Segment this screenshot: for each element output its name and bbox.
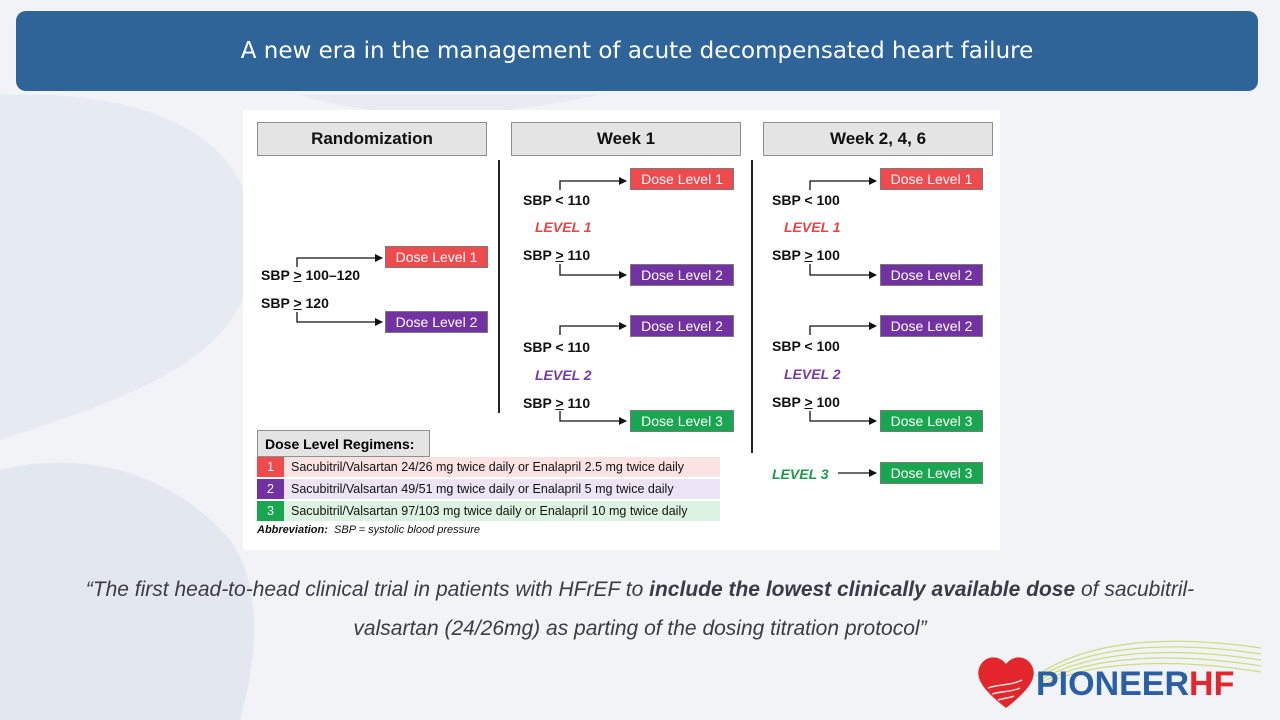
w1-l1-dose-level-2: Dose Level 2 (630, 264, 734, 286)
w2-l2-sbp-high: SBP > 100 (772, 394, 840, 410)
divider-week1 (498, 160, 500, 413)
w2-l1-dose-level-2: Dose Level 2 (880, 264, 983, 286)
logo-wordmark: PIONEERHF (1036, 665, 1235, 703)
rand-sbp-high: SBP > 120 (261, 295, 329, 311)
w1-l2-dose-level-3: Dose Level 3 (630, 410, 734, 432)
w1-level2-label: LEVEL 2 (535, 367, 592, 383)
regimens-title: Dose Level Regimens: (257, 430, 430, 457)
abbreviation-note: Abbreviation: SBP = systolic blood press… (257, 524, 481, 536)
regimen-row-2: 2 Sacubitril/Valsartan 49/51 mg twice da… (257, 479, 720, 499)
header-week246: Week 2, 4, 6 (763, 122, 993, 156)
rand-dose-level-1: Dose Level 1 (385, 246, 488, 268)
header-week1: Week 1 (511, 122, 741, 156)
regimen-text-2: Sacubitril/Valsartan 49/51 mg twice dail… (291, 482, 674, 496)
slide-title: A new era in the management of acute dec… (16, 11, 1258, 91)
quote-text: “The first head-to-head clinical trial i… (85, 578, 1195, 640)
w1-l1-dose-level-1: Dose Level 1 (630, 168, 734, 190)
divider-week246 (751, 160, 753, 453)
w2-l1-sbp-low: SBP < 100 (772, 192, 840, 208)
heart-icon (978, 657, 1034, 708)
w2-level3-label: LEVEL 3 (772, 466, 829, 482)
pioneer-hf-logo: PIONEERHF (976, 636, 1266, 716)
w1-l2-dose-level-2: Dose Level 2 (630, 315, 734, 337)
w2-level1-label: LEVEL 1 (784, 219, 841, 235)
logo-graphic (978, 640, 1262, 708)
regimen-row-1: 1 Sacubitril/Valsartan 24/26 mg twice da… (257, 457, 720, 477)
regimen-num-2: 2 (257, 479, 284, 499)
w2-level2-label: LEVEL 2 (784, 366, 841, 382)
regimen-row-3: 3 Sacubitril/Valsartan 97/103 mg twice d… (257, 501, 720, 521)
rand-sbp-range: SBP > 100–120 (261, 267, 361, 283)
regimen-num-1: 1 (257, 457, 284, 477)
w1-l1-sbp-high: SBP > 110 (523, 247, 591, 263)
w1-level1-label: LEVEL 1 (535, 219, 592, 235)
rand-dose-level-2: Dose Level 2 (385, 311, 488, 333)
header-randomization: Randomization (257, 122, 487, 156)
w1-l2-sbp-low: SBP < 110 (523, 339, 591, 355)
w2-l1-sbp-high: SBP > 100 (772, 247, 840, 263)
w2-l2-dose-level-3: Dose Level 3 (880, 410, 983, 432)
w2-l2-sbp-low: SBP < 100 (772, 338, 840, 354)
w1-l2-sbp-high: SBP > 110 (523, 395, 591, 411)
w2-l3-dose-level-3: Dose Level 3 (880, 462, 983, 484)
regimen-text-3: Sacubitril/Valsartan 97/103 mg twice dai… (291, 504, 688, 518)
w2-l1-dose-level-1: Dose Level 1 (880, 168, 983, 190)
regimen-num-3: 3 (257, 501, 284, 521)
w1-l1-sbp-low: SBP < 110 (523, 192, 591, 208)
w2-l2-dose-level-2: Dose Level 2 (880, 315, 983, 337)
regimen-text-1: Sacubitril/Valsartan 24/26 mg twice dail… (291, 460, 685, 474)
